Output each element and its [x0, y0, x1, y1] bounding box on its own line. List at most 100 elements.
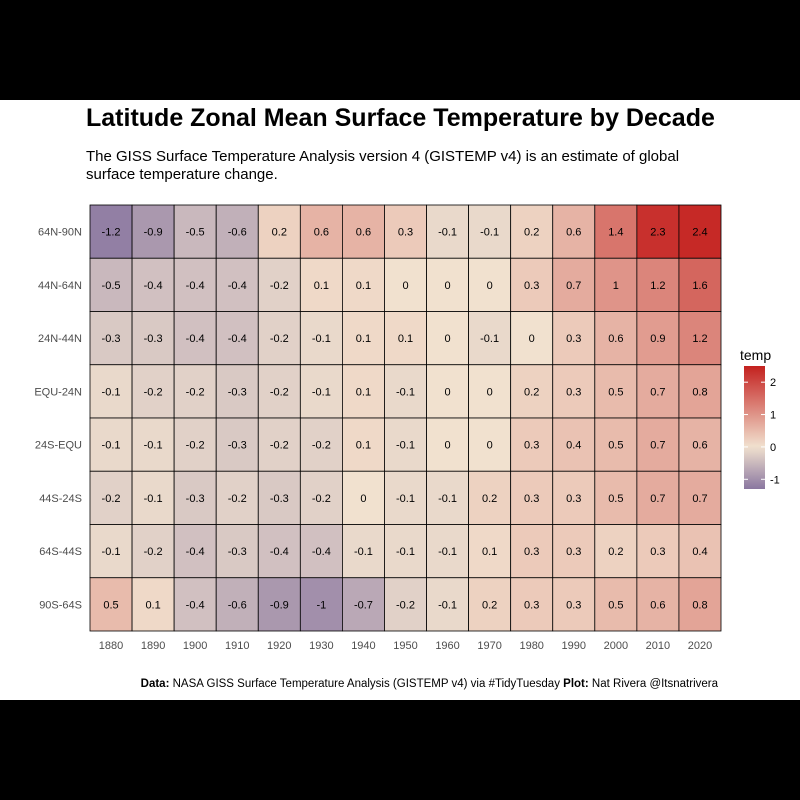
cell-value-label: -0.1: [438, 599, 457, 611]
x-tick-label: 1890: [141, 640, 165, 652]
cell-value-label: -0.7: [354, 599, 373, 611]
cell-value-label: 0: [445, 386, 451, 398]
cell-value-label: -0.4: [312, 546, 331, 558]
heatmap-cell: [89, 204, 133, 259]
cell-value-label: 0.9: [650, 333, 665, 345]
cell-value-label: 0.1: [356, 440, 371, 452]
cell-value-label: -0.3: [186, 493, 205, 505]
x-tick-label: 2010: [646, 640, 670, 652]
heatmap-cell: [510, 311, 554, 366]
cell-value-label: -0.1: [396, 386, 415, 398]
cell-value-label: 0.6: [356, 227, 371, 239]
cell-value-label: 1.2: [650, 280, 665, 292]
cell-value-label: 0.8: [692, 599, 707, 611]
cell-value-label: -0.1: [144, 440, 163, 452]
heatmap-cell: [678, 257, 722, 312]
cell-value-label: 0.6: [566, 227, 581, 239]
chart-subtitle: The GISS Surface Temperature Analysis ve…: [86, 148, 680, 183]
cell-value-label: -0.1: [396, 440, 415, 452]
heatmap-cell: [299, 417, 343, 472]
caption-plot-label: Plot:: [563, 678, 589, 690]
heatmap-cell: [468, 417, 512, 472]
cell-value-label: 0.2: [524, 386, 539, 398]
cell-value-label: 0: [360, 493, 366, 505]
cell-value-label: 0.2: [482, 493, 497, 505]
cell-value-label: -0.2: [312, 493, 331, 505]
cell-value-label: 0: [445, 440, 451, 452]
heatmap-cell: [510, 204, 554, 259]
caption-data-label: Data:: [140, 678, 170, 690]
y-tick-label: 44S-24S: [39, 493, 82, 505]
cell-value-label: 0.4: [566, 440, 581, 452]
cell-value-label: -0.9: [270, 599, 289, 611]
heatmap-cell: [678, 470, 722, 525]
heatmap-cell: [552, 470, 596, 525]
y-tick-label: 64N-90N: [38, 227, 82, 239]
heatmap-cell: [636, 364, 680, 419]
heatmap-cell: [594, 311, 638, 366]
heatmap-cell: [257, 257, 301, 312]
heatmap-cell: [215, 470, 259, 525]
x-tick-label: 1950: [393, 640, 417, 652]
cell-value-label: -0.1: [438, 227, 457, 239]
heatmap-cell: [594, 577, 638, 632]
cell-value-label: -0.2: [186, 386, 205, 398]
heatmap-cell: [552, 204, 596, 259]
cell-value-label: -0.3: [228, 546, 247, 558]
heatmap-cell: [215, 417, 259, 472]
cell-value-label: 1.6: [692, 280, 707, 292]
heatmap-cell: [468, 257, 512, 312]
cell-value-label: 1.4: [608, 227, 623, 239]
cell-value-label: 0.1: [398, 333, 413, 345]
heatmap-cell: [636, 577, 680, 632]
x-tick-label: 1940: [351, 640, 375, 652]
heatmap-cell: [678, 204, 722, 259]
cell-value-label: 1: [613, 280, 619, 292]
heatmap-cell: [342, 524, 385, 579]
heatmap-cell: [552, 524, 596, 579]
heatmap-cell: [131, 311, 175, 366]
heatmap-cell: [510, 364, 554, 419]
cell-value-label: 0.3: [566, 599, 581, 611]
legend-tick-label: 2: [770, 377, 776, 389]
heatmap-cell: [510, 257, 554, 312]
cell-value-label: -0.3: [102, 333, 121, 345]
y-tick-label: 90S-64S: [39, 599, 82, 611]
cell-value-label: -0.3: [144, 333, 163, 345]
heatmap-cell: [131, 417, 175, 472]
cell-value-label: 0.3: [524, 546, 539, 558]
cell-value-label: -0.3: [228, 440, 247, 452]
heatmap-cell: [257, 417, 301, 472]
heatmap-cell: [468, 524, 512, 579]
cell-value-label: 0.6: [608, 333, 623, 345]
heatmap-cell: [89, 524, 133, 579]
cell-value-label: -0.6: [228, 599, 247, 611]
cell-value-label: 0.7: [650, 386, 665, 398]
chart-title: Latitude Zonal Mean Surface Temperature …: [86, 104, 715, 132]
x-tick-label: 2020: [688, 640, 712, 652]
cell-value-label: -0.1: [102, 386, 121, 398]
heatmap-cell: [342, 257, 385, 312]
cell-value-label: -0.2: [186, 440, 205, 452]
caption: Data: NASA GISS Surface Temperature Anal…: [0, 678, 718, 690]
heatmap-cell: [257, 204, 301, 259]
heatmap-cell: [510, 524, 554, 579]
heatmap-cell: [678, 311, 722, 366]
heatmap-cell: [215, 311, 259, 366]
cell-value-label: 0.5: [608, 386, 623, 398]
cell-value-label: 0.7: [650, 493, 665, 505]
heatmap-cell: [173, 577, 217, 632]
legend-title: temp: [740, 347, 771, 363]
heatmap-cell: [384, 257, 427, 312]
cell-value-label: 0.1: [482, 546, 497, 558]
cell-value-label: -0.3: [270, 493, 289, 505]
x-tick-label: 1900: [183, 640, 207, 652]
heatmap-cell: [299, 524, 343, 579]
cell-value-label: -0.1: [102, 546, 121, 558]
heatmap-cell: [384, 577, 427, 632]
heatmap-cell: [215, 257, 259, 312]
x-tick-label: 1970: [477, 640, 501, 652]
heatmap-cell: [257, 311, 301, 366]
heatmap-cell: [131, 470, 175, 525]
cell-value-label: 0.2: [608, 546, 623, 558]
